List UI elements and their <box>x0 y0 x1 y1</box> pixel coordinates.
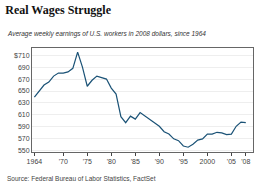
svg-text:2000: 2000 <box>200 158 216 165</box>
svg-text:Average weekly earnings of U.S: Average weekly earnings of U.S. workers … <box>7 30 206 38</box>
svg-text:630: 630 <box>18 99 30 106</box>
svg-text:570: 570 <box>18 135 30 142</box>
svg-text:Source: Federal Bureau of Labo: Source: Federal Bureau of Labor Statisti… <box>7 175 156 182</box>
svg-text:610: 610 <box>18 111 30 118</box>
svg-text:'90: '90 <box>155 158 164 165</box>
svg-text:670: 670 <box>18 76 30 83</box>
svg-text:'70: '70 <box>59 158 68 165</box>
svg-text:'75: '75 <box>83 158 92 165</box>
svg-text:$710: $710 <box>14 52 30 59</box>
svg-text:'85: '85 <box>131 158 140 165</box>
svg-text:'05: '05 <box>227 158 236 165</box>
svg-text:'08: '08 <box>241 158 250 165</box>
svg-text:690: 690 <box>18 64 30 71</box>
svg-text:550: 550 <box>18 147 30 154</box>
svg-text:Real Wages Struggle: Real Wages Struggle <box>5 3 111 17</box>
svg-text:1964: 1964 <box>27 158 43 165</box>
svg-text:650: 650 <box>18 87 30 94</box>
svg-text:590: 590 <box>18 123 30 130</box>
svg-text:'80: '80 <box>107 158 116 165</box>
svg-text:'95: '95 <box>179 158 188 165</box>
